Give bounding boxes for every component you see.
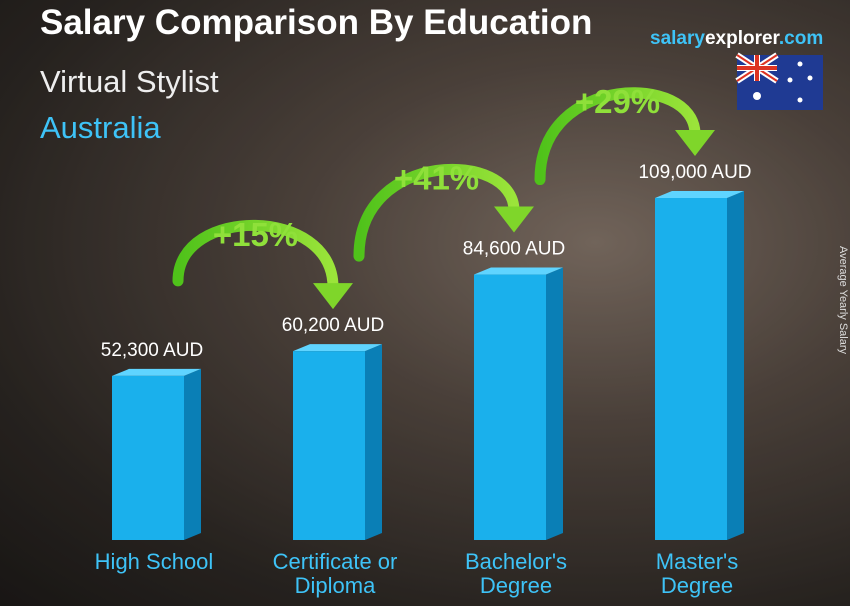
bar	[112, 368, 201, 540]
bar-top	[293, 344, 382, 352]
bar-side	[365, 344, 382, 540]
bar-top	[655, 191, 744, 198]
bar-side	[546, 267, 563, 540]
value-label: 52,300 AUD	[101, 340, 203, 361]
bar	[293, 344, 382, 540]
y-axis-label: Average Yearly Salary	[837, 246, 849, 355]
bar-side	[727, 191, 744, 540]
brand-part: explorer	[705, 28, 781, 49]
value-label: 84,600 AUD	[463, 239, 565, 260]
bar-front	[293, 351, 365, 540]
value-label: 109,000 AUD	[638, 162, 751, 183]
flag	[735, 52, 823, 110]
bar-front	[474, 274, 546, 540]
arrow-curve	[534, 87, 701, 186]
x-tick-label: Bachelor's Degree	[464, 549, 568, 598]
bar-side	[184, 368, 201, 540]
bar	[474, 267, 563, 540]
growth-label: +29%	[575, 83, 660, 120]
arrow-head	[313, 283, 353, 310]
growth-arrow	[353, 163, 534, 262]
x-tick-label: High School	[94, 549, 214, 574]
x-tick-label: Master's Degree	[655, 549, 739, 598]
brand-part: salary	[650, 28, 705, 49]
arrow-head	[494, 206, 534, 233]
brand-part: .com	[779, 28, 823, 49]
country: Australia	[40, 110, 161, 145]
bar-top	[474, 267, 563, 275]
brand: salaryexplorer.com	[650, 28, 823, 49]
growth-label: +15%	[213, 216, 298, 253]
growth-arrow	[534, 87, 715, 186]
arrow-curve	[172, 219, 339, 293]
growth-label: +41%	[394, 160, 479, 197]
arrow-curve	[353, 163, 520, 262]
x-tick-label: Certificate or Diploma	[272, 549, 398, 598]
growth-arrow	[172, 219, 353, 310]
bar-front	[112, 375, 184, 540]
value-label: 60,200 AUD	[282, 315, 384, 336]
bar-front	[655, 198, 727, 540]
subtitle: Virtual Stylist	[40, 64, 219, 99]
bar	[655, 191, 744, 540]
bar-top	[112, 368, 201, 376]
chart-title: Salary Comparison By Education	[40, 3, 592, 42]
arrow-head	[675, 130, 715, 156]
